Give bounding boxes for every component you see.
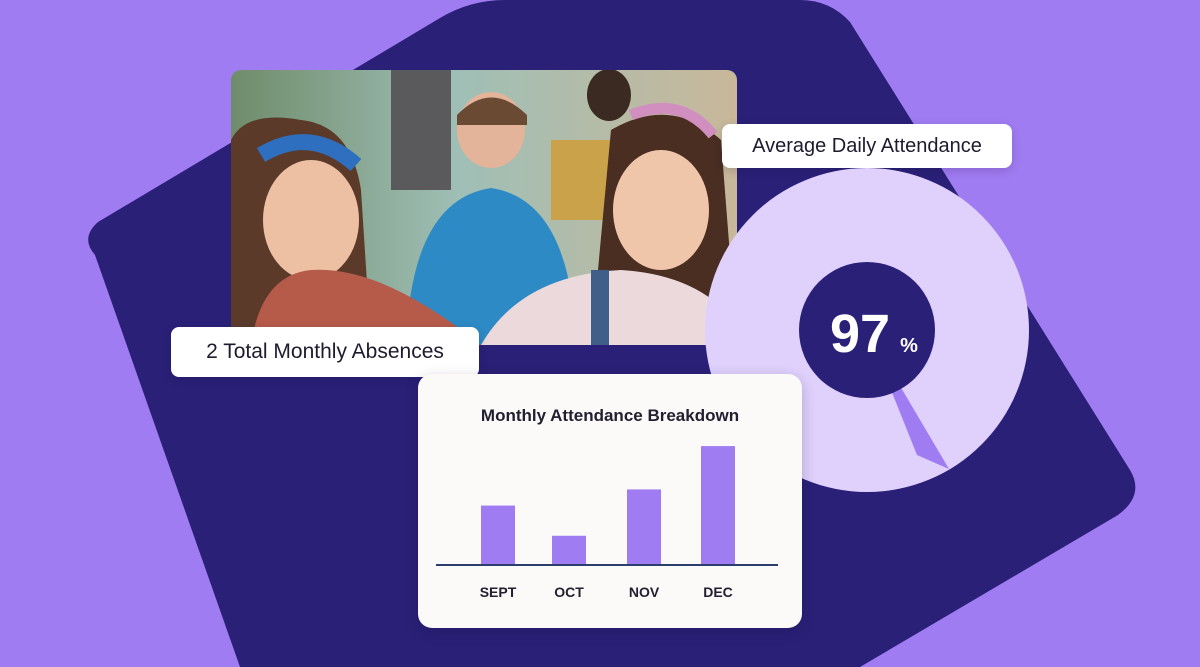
bar-nov <box>627 489 661 565</box>
classroom-photo <box>231 70 737 345</box>
x-tick-label-nov: NOV <box>629 584 660 600</box>
bar-oct <box>552 535 586 565</box>
bar-sept <box>481 505 515 565</box>
average-daily-attendance-label: Average Daily Attendance <box>722 124 1012 168</box>
donut-center <box>799 262 935 398</box>
bar-dec <box>701 446 735 565</box>
x-tick-label-sept: SEPT <box>480 584 517 600</box>
x-tick-label-oct: OCT <box>554 584 584 600</box>
total-monthly-absences-label: 2 Total Monthly Absences <box>171 327 479 377</box>
monthly-attendance-chart-card: Monthly Attendance Breakdown SEPT OCT NOV D… <box>418 374 802 628</box>
attendance-percentage-value: 97 <box>830 304 890 364</box>
x-tick-label-dec: DEC <box>703 584 733 600</box>
chart-title: Monthly Attendance Breakdown <box>480 406 740 425</box>
attendance-donut-chart: 97 % <box>705 168 1029 492</box>
monthly-attendance-bar-chart: SEPT OCT NOV DEC <box>436 446 778 600</box>
attendance-percentage-unit: % <box>900 335 918 357</box>
